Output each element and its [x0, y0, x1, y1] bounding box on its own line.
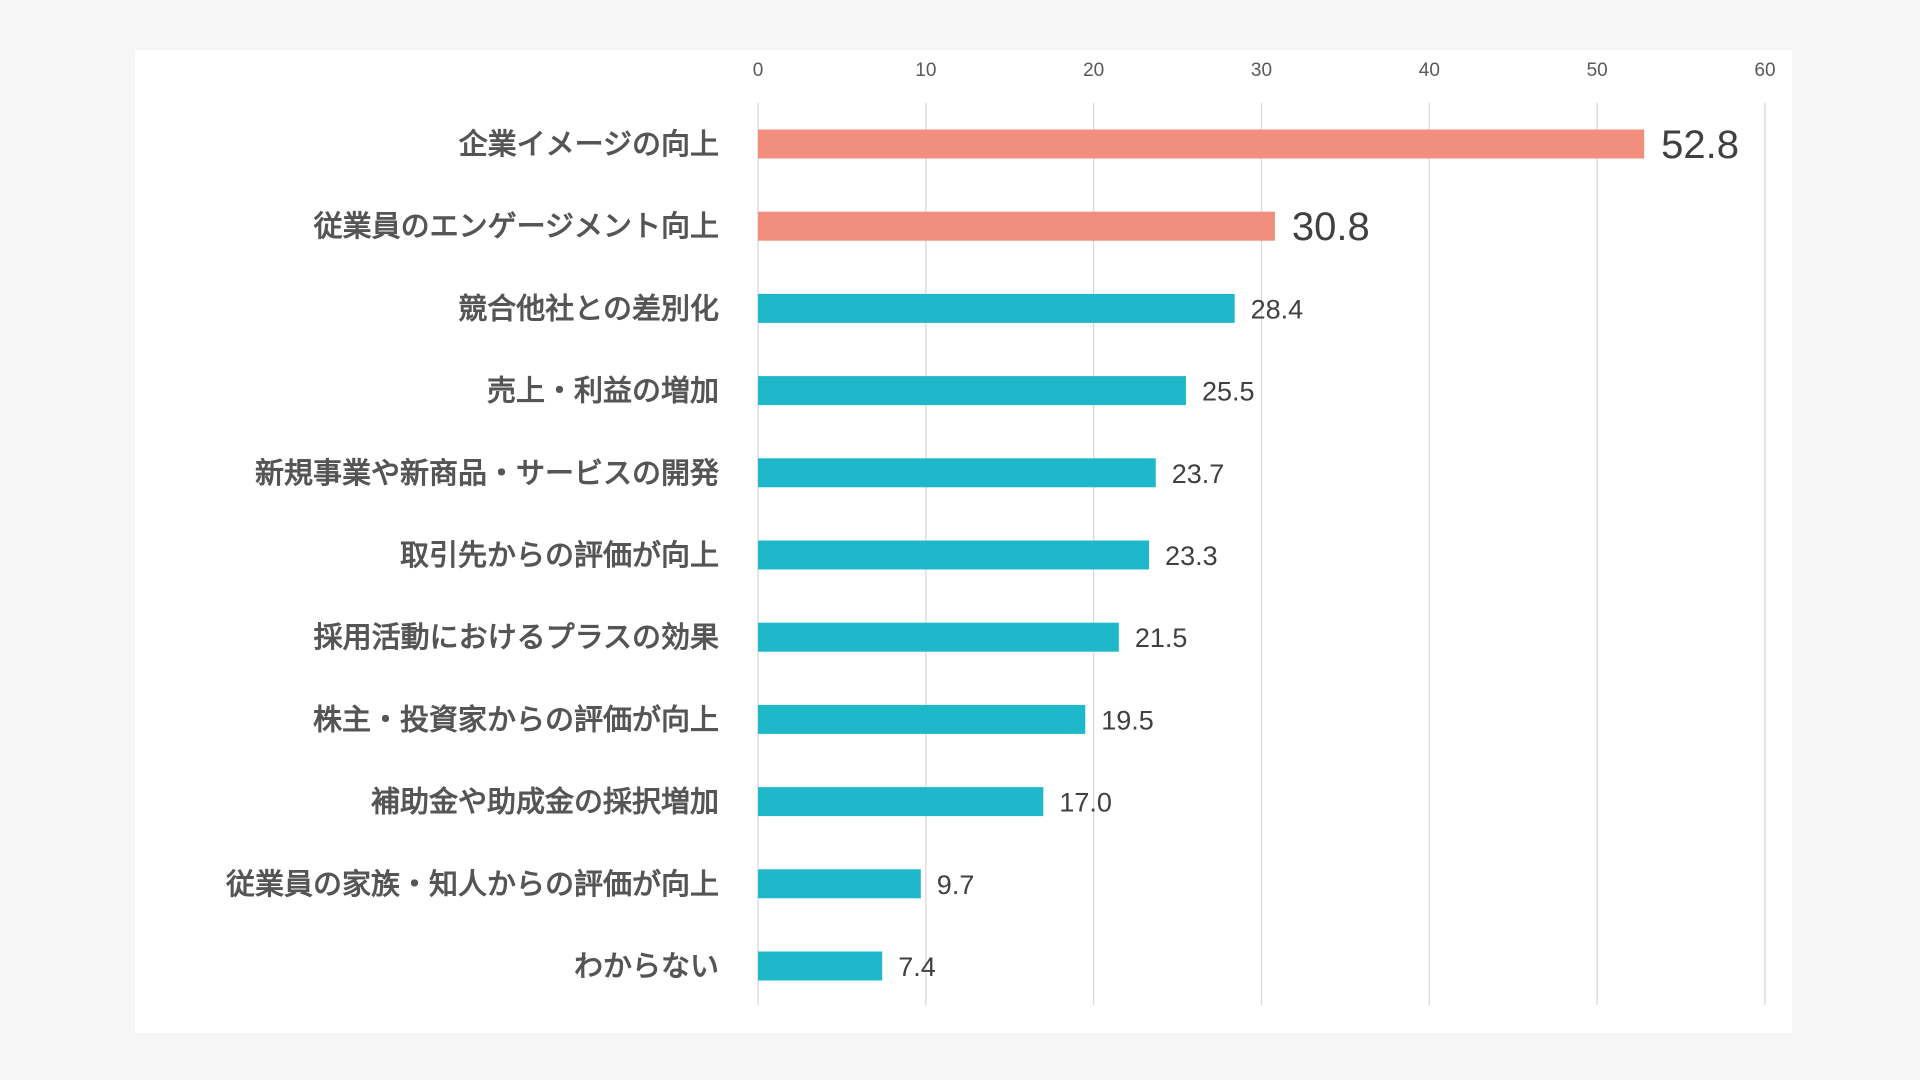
category-label: 競合他社との差別化: [458, 292, 719, 325]
category-label: 新規事業や新商品・サービスの開発: [255, 457, 720, 490]
bar: [758, 376, 1186, 406]
data-label: 19.5: [1101, 705, 1154, 735]
bar: [758, 129, 1645, 159]
bar-chart: 0 10 20 30 40 50 60 企業イメージの向上 52.8 従業員のエンゲージメント向上…: [225, 60, 1776, 1005]
category-label: 取引先からの評価が向上: [400, 538, 719, 572]
x-tick-label: 60: [1754, 60, 1775, 81]
chart-panel: 0 10 20 30 40 50 60 企業イメージの向上 52.8 従業員のエンゲージメント向上…: [135, 50, 1792, 1033]
bar: [758, 622, 1119, 652]
bar: [758, 787, 1044, 817]
bar: [758, 458, 1156, 488]
x-tick-label: 10: [915, 60, 936, 81]
category-label: 株主・投資家からの評価が向上: [313, 702, 719, 736]
bar: [758, 540, 1150, 570]
x-tick-label: 40: [1419, 60, 1440, 81]
x-tick-label: 20: [1083, 60, 1104, 81]
category-label: 企業イメージの向上: [459, 127, 719, 161]
category-label: 売上・利益の増加: [487, 375, 719, 408]
x-tick-label: 0: [753, 60, 764, 81]
data-label: 28.4: [1251, 294, 1304, 324]
data-label: 9.7: [937, 870, 975, 900]
data-label: 30.8: [1292, 205, 1370, 249]
data-label: 23.7: [1172, 459, 1225, 489]
bar: [758, 869, 921, 899]
bar: [758, 951, 883, 981]
data-label: 17.0: [1059, 788, 1112, 818]
x-tick-label: 30: [1251, 60, 1272, 81]
bar: [758, 704, 1086, 734]
data-label: 21.5: [1135, 623, 1188, 653]
data-label: 7.4: [898, 952, 936, 982]
x-tick-label: 50: [1587, 60, 1608, 81]
category-label: 従業員のエンゲージメント向上: [313, 210, 719, 243]
category-label: わからない: [574, 951, 719, 983]
bar: [758, 211, 1275, 241]
data-label: 23.3: [1165, 541, 1218, 571]
bar: [758, 293, 1235, 323]
category-label: 補助金や助成金の採択増加: [370, 785, 719, 819]
data-label: 52.8: [1661, 123, 1739, 167]
category-label: 採用活動におけるプラスの効果: [314, 620, 719, 654]
category-label: 従業員の家族・知人からの評価が向上: [225, 867, 719, 901]
data-label: 25.5: [1202, 377, 1255, 407]
